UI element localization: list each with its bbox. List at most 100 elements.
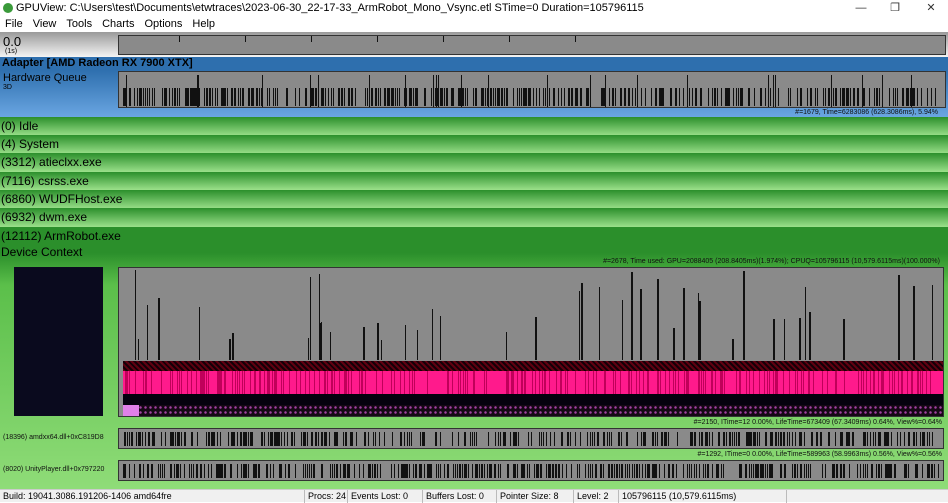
thread-event-mark xyxy=(400,432,402,446)
dma-packet-mark xyxy=(355,88,357,106)
dma-packet-mark xyxy=(488,75,490,107)
thread-track[interactable] xyxy=(118,428,944,449)
thread-event-mark xyxy=(649,464,651,478)
thread-event-mark xyxy=(895,464,897,478)
dma-packet-mark xyxy=(873,88,875,106)
thread-event-mark xyxy=(770,432,772,446)
thread-event-mark xyxy=(644,432,646,446)
dma-packet-mark xyxy=(224,88,226,106)
dma-packet-mark xyxy=(473,371,475,394)
thread-stats: #=1292, ITime=0 0.00%, LifeTime=589963 (… xyxy=(697,451,942,458)
dma-packet-mark xyxy=(600,88,602,106)
menu-options[interactable]: Options xyxy=(144,18,183,30)
dma-packet-mark xyxy=(436,88,438,106)
dma-packet-mark xyxy=(854,88,856,106)
adapter-header[interactable]: Adapter [AMD Radeon RX 7900 XTX] xyxy=(0,57,948,70)
thread-event-mark xyxy=(642,432,644,446)
thread-event-mark xyxy=(587,432,589,446)
thread-event-mark xyxy=(804,464,806,478)
thread-event-mark xyxy=(770,432,772,446)
dma-packet-mark xyxy=(281,371,283,394)
thread-event-mark xyxy=(886,464,888,478)
dma-packet-mark xyxy=(330,371,332,394)
process-row-idle[interactable]: (0) Idle xyxy=(0,117,948,136)
process-row-atieclxx[interactable]: (3312) atieclxx.exe xyxy=(0,153,948,172)
thread-event-mark xyxy=(219,432,221,446)
thread-event-mark xyxy=(472,464,474,478)
dma-packet-mark xyxy=(672,371,674,394)
thread-event-mark xyxy=(242,432,244,446)
dma-packet-mark xyxy=(210,88,212,106)
dma-packet-mark xyxy=(679,88,681,106)
dma-packet-mark xyxy=(645,88,647,106)
dma-packet-mark xyxy=(195,88,197,106)
menu-file[interactable]: File xyxy=(5,18,23,30)
thread-event-mark xyxy=(751,432,753,446)
thread-track[interactable] xyxy=(118,460,944,481)
dma-packet-mark xyxy=(759,88,761,106)
thread-event-mark xyxy=(320,464,322,478)
thread-event-mark xyxy=(415,464,417,478)
dma-packet-mark xyxy=(445,88,447,106)
dma-packet-mark xyxy=(882,75,884,107)
dma-packet-mark xyxy=(146,88,148,106)
thread-event-mark xyxy=(137,432,139,446)
thread-event-mark xyxy=(834,432,836,446)
close-button[interactable]: ✕ xyxy=(926,2,936,14)
thread-event-mark xyxy=(163,464,165,478)
dma-packet-mark xyxy=(674,371,676,394)
process-row-csrss[interactable]: (7116) csrss.exe xyxy=(0,171,948,190)
process-row-dwm[interactable]: (6932) dwm.exe xyxy=(0,208,948,227)
dma-packet-mark xyxy=(275,88,277,106)
thread-event-mark xyxy=(474,464,476,478)
thread-event-mark xyxy=(937,464,939,478)
thread-event-mark xyxy=(663,464,665,478)
process-row-system[interactable]: (4) System xyxy=(0,135,948,154)
process-row-wudfhost[interactable]: (6860) WUDFHost.exe xyxy=(0,190,948,209)
ruler-track[interactable] xyxy=(118,35,946,55)
thread-event-mark xyxy=(512,432,514,446)
thread-event-mark xyxy=(692,432,694,446)
dma-packet-mark xyxy=(896,88,898,106)
thread-event-mark xyxy=(585,464,587,478)
menu-charts[interactable]: Charts xyxy=(102,18,135,30)
thread-event-mark xyxy=(705,432,707,446)
thread-event-mark xyxy=(851,432,853,446)
dma-packet-mark xyxy=(683,287,685,360)
dma-packet-mark xyxy=(637,75,639,107)
dma-packet-mark xyxy=(185,88,187,106)
dma-packet-mark xyxy=(257,88,259,106)
menu-view[interactable]: View xyxy=(32,18,57,30)
dma-packet-mark xyxy=(261,75,263,107)
thread-event-mark xyxy=(646,464,648,478)
dma-packet-mark xyxy=(129,88,131,106)
thread-event-mark xyxy=(757,464,759,478)
menu-tools[interactable]: Tools xyxy=(66,18,93,30)
thread-event-mark xyxy=(698,432,700,446)
dma-packet-mark xyxy=(696,88,698,106)
dma-packet-mark xyxy=(629,371,631,394)
hardware-queue-track[interactable] xyxy=(118,71,946,108)
thread-event-mark xyxy=(247,432,249,446)
process-row-armrobot[interactable]: (12112) ArmRobot.exe xyxy=(0,226,948,245)
thread-event-mark xyxy=(667,432,669,446)
dma-packet-mark xyxy=(490,88,492,106)
dma-packet-mark xyxy=(523,88,525,106)
thread-event-mark xyxy=(781,432,783,446)
dma-packet-mark xyxy=(363,327,365,360)
thread-event-mark xyxy=(833,464,835,478)
thread-event-mark xyxy=(884,432,886,446)
dma-packet-mark xyxy=(889,88,891,106)
device-context-track[interactable] xyxy=(118,267,944,417)
menu-help[interactable]: Help xyxy=(192,18,216,30)
minimize-button[interactable]: — xyxy=(855,2,867,14)
thread-event-mark xyxy=(745,464,747,478)
thread-event-mark xyxy=(505,432,507,446)
thread-event-mark xyxy=(251,432,253,446)
thread-event-mark xyxy=(664,432,666,446)
restore-button[interactable]: ❐ xyxy=(890,2,900,14)
thread-event-mark xyxy=(277,432,279,446)
dma-packet-mark xyxy=(507,88,509,106)
dma-packet-mark xyxy=(635,88,637,106)
dma-packet-mark xyxy=(498,88,500,106)
